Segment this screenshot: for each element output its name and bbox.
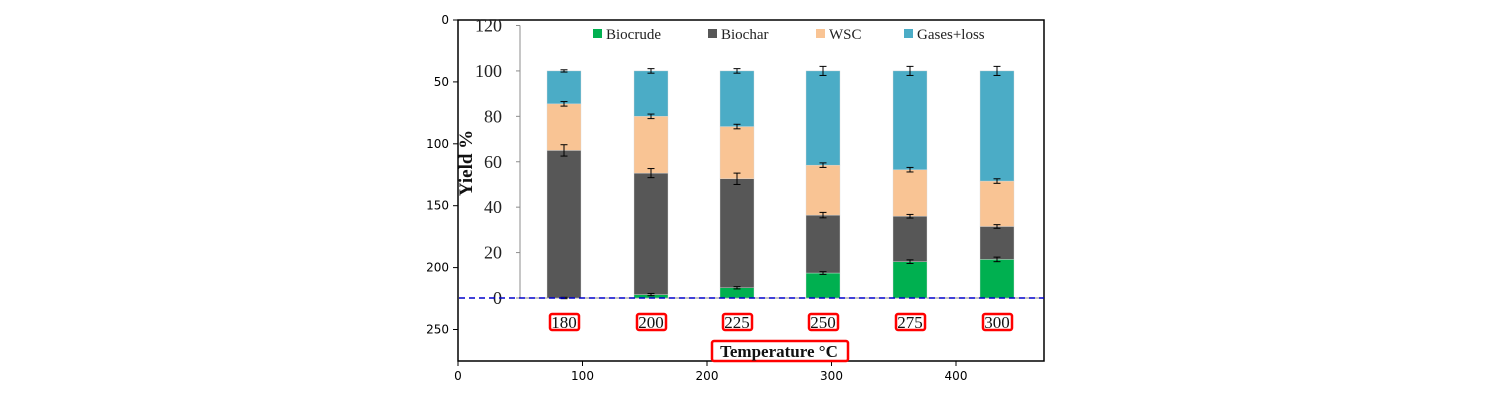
error-bar-biocrude-250	[819, 271, 827, 275]
error-bar-biochar-250	[819, 211, 827, 219]
overlay-y-tick-label: 0	[441, 13, 449, 27]
bar-biocrude-250	[805, 272, 841, 299]
error-bar-gases-loss-275	[906, 65, 914, 76]
bar-biochar-250	[805, 214, 841, 274]
legend-swatch-biochar	[708, 29, 717, 38]
overlay-y-tick-label: 150	[426, 199, 449, 213]
error-bar-wsc-200	[647, 113, 655, 120]
x-tick-highlight-box	[721, 312, 754, 332]
bar-wsc-180	[546, 103, 582, 151]
overlay-y-tick-label: 100	[426, 137, 449, 151]
bar-biochar-300	[979, 226, 1015, 260]
error-bar-biochar-200	[647, 168, 655, 179]
error-bar-wsc-250	[819, 162, 827, 168]
x-tick-label: 200	[638, 313, 664, 332]
bar-biocrude-300	[979, 259, 1015, 299]
bar-gases-loss-275	[892, 70, 928, 170]
bar-wsc-200	[633, 116, 669, 174]
bar-gases-loss-250	[805, 70, 841, 166]
bar-biochar-225	[719, 178, 755, 288]
error-bar-biocrude-300	[993, 256, 1001, 263]
error-bar-biochar-225	[733, 172, 741, 185]
bar-wsc-300	[979, 180, 1015, 227]
overlay-y-tick-label: 50	[434, 75, 449, 89]
x-tick-highlight-box	[894, 312, 927, 332]
error-bar-biochar-300	[993, 224, 1001, 229]
bar-gases-loss-300	[979, 70, 1015, 182]
legend-label-biochar: Biochar	[721, 27, 768, 43]
error-bar-biocrude-275	[906, 259, 914, 264]
y-tick-label: 0	[493, 288, 502, 308]
error-bar-gases-loss-180	[560, 69, 568, 73]
bar-gases-loss-225	[719, 70, 755, 127]
error-bar-wsc-275	[906, 166, 914, 173]
x-title-highlight-box	[710, 339, 850, 363]
bar-biocrude-275	[892, 261, 928, 299]
bar-wsc-225	[719, 126, 755, 179]
x-axis-title: Temperature °C	[720, 342, 838, 361]
x-tick-highlight-box	[635, 312, 668, 332]
error-bar-gases-loss-225	[733, 68, 741, 74]
legend-swatch-biocrude	[593, 29, 602, 38]
y-tick-label: 40	[484, 197, 502, 217]
overlay-x-tick-label: 0	[454, 369, 462, 383]
error-bar-wsc-180	[560, 101, 568, 107]
bar-biochar-180	[546, 150, 582, 299]
x-tick-label: 250	[810, 313, 836, 332]
overlay-x-tick-label: 400	[945, 369, 968, 383]
bar-wsc-250	[805, 164, 841, 216]
bar-biochar-275	[892, 216, 928, 262]
error-bar-biochar-275	[906, 213, 914, 219]
error-bar-biochar-180	[560, 144, 568, 157]
error-bar-biocrude-225	[733, 286, 741, 290]
y-tick-label: 60	[484, 152, 502, 172]
legend-label-gases-loss: Gases+loss	[917, 27, 985, 43]
x-tick-label: 225	[724, 313, 750, 332]
legend-label-biocrude: Biocrude	[606, 27, 661, 43]
error-bar-wsc-225	[733, 123, 741, 130]
overlay-x-tick-label: 100	[571, 369, 594, 383]
overlay-y-tick-label: 200	[426, 261, 449, 275]
error-bar-biocrude-200	[647, 292, 655, 297]
y-tick-label: 100	[475, 61, 502, 81]
overlay-x-tick-label: 300	[820, 369, 843, 383]
error-bar-gases-loss-250	[819, 65, 827, 76]
legend-swatch-gases-loss	[904, 29, 913, 38]
x-tick-label: 300	[984, 313, 1010, 332]
x-tick-label: 275	[897, 313, 923, 332]
x-tick-label: 180	[551, 313, 577, 332]
overlay-y-tick-label: 250	[426, 323, 449, 337]
error-bar-gases-loss-300	[993, 65, 1001, 76]
x-tick-highlight-box	[981, 312, 1014, 332]
x-tick-highlight-box	[807, 312, 840, 332]
y-tick-label: 80	[484, 106, 502, 126]
bar-wsc-275	[892, 169, 928, 217]
x-tick-highlight-box	[548, 312, 581, 332]
error-bar-wsc-300	[993, 178, 1001, 184]
bar-gases-loss-200	[633, 70, 669, 117]
y-tick-label: 20	[484, 243, 502, 263]
error-bar-gases-loss-200	[647, 68, 655, 74]
legend-label-wsc: WSC	[829, 27, 862, 43]
bar-gases-loss-180	[546, 70, 582, 105]
y-tick-label: 120	[475, 16, 502, 36]
overlay-x-tick-label: 200	[696, 369, 719, 383]
y-axis-title: Yield %	[456, 130, 477, 196]
bar-biochar-200	[633, 172, 669, 295]
legend-swatch-wsc	[816, 29, 825, 38]
